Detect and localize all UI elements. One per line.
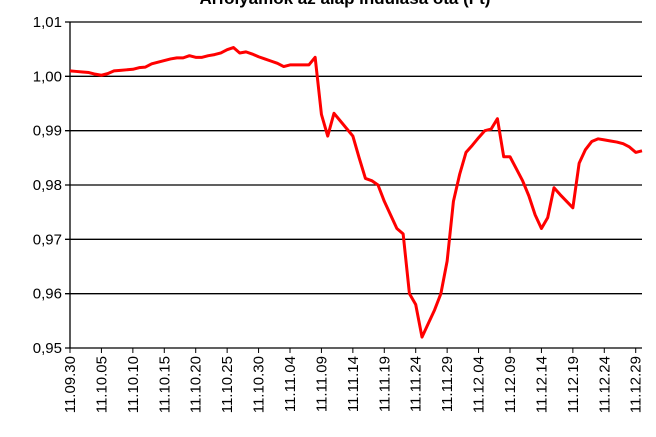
x-tick-label: 11.11.19 — [376, 356, 393, 412]
y-tick-label: 1,01 — [33, 14, 62, 31]
y-tick-label: 0,95 — [33, 340, 62, 357]
x-tick-label: 11.11.09 — [313, 356, 330, 412]
x-tick-label: 11.10.05 — [93, 356, 110, 413]
data-line — [69, 46, 643, 339]
x-tick-label: 11.12.04 — [471, 356, 488, 413]
x-tick-label: 11.12.24 — [596, 356, 613, 413]
y-tick-label: 1,00 — [33, 68, 62, 85]
x-tick-label: 11.12.14 — [533, 356, 550, 413]
x-tick-label: 11.12.29 — [628, 356, 645, 413]
x-tick-label: 11.10.30 — [251, 356, 268, 413]
x-tick-label: 11.11.14 — [345, 356, 362, 412]
x-tick-label: 11.10.25 — [219, 356, 236, 413]
y-tick-label: 0,98 — [33, 177, 62, 194]
x-tick-label: 11.10.15 — [156, 356, 173, 413]
x-tick-label: 11.09.30 — [62, 356, 79, 413]
x-tick-label: 11.12.19 — [565, 356, 582, 413]
x-tick-label: 11.10.10 — [125, 356, 142, 413]
x-tick-label: 11.11.29 — [439, 356, 456, 412]
x-tick-label: 11.11.24 — [408, 356, 425, 412]
y-tick-label: 0,99 — [33, 123, 62, 140]
x-tick-label: 11.10.20 — [188, 356, 205, 413]
y-tick-label: 0,96 — [33, 286, 62, 303]
chart-title: Árfolyamok az alap indulása óta (Ft) — [200, 0, 491, 8]
y-tick-label: 0,97 — [33, 231, 62, 248]
x-tick-label: 11.11.04 — [282, 356, 299, 412]
x-tick-label: 11.12.09 — [502, 356, 519, 413]
